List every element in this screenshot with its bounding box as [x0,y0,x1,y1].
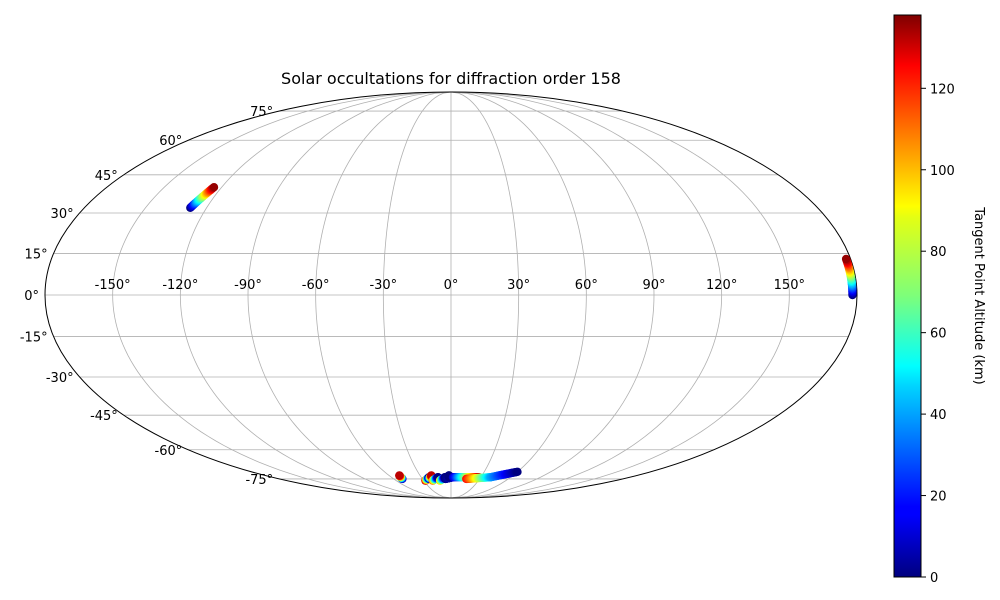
colorbar-tick-label: 0 [930,571,938,586]
lon-tick-label: 90° [642,278,665,293]
lon-tick-label: 120° [706,278,737,293]
lat-tick-label: 75° [250,105,273,120]
lon-tick-label: -30° [369,278,397,293]
lat-tick-label: 0° [24,289,39,304]
longitude-ticks: -150° -120° -90° -60° -30° 0° 30° 60° 90° 120° 150… [95,278,805,293]
lat-tick-label: 30° [51,207,74,222]
lon-tick-label: 0° [444,278,459,293]
lat-tick-label: -45° [90,409,118,424]
colorbar-tick-label: 120 [930,82,955,97]
colorbar-tick-label: 80 [930,245,947,260]
lon-tick-label: 60° [575,278,598,293]
latitude-ticks: -75° -60° -45° -30° -15° 0° 15° 30° 45° 60° 75° [20,105,273,488]
lat-tick-label: 60° [159,134,182,149]
data-point [209,183,219,192]
lat-tick-label: -15° [20,331,48,346]
lon-tick-label: -60° [302,278,330,293]
lon-tick-label: -150° [95,278,131,293]
colorbar-tick-label: 100 [930,164,955,179]
lat-tick-label: -30° [46,371,74,386]
colorbar-tick-label: 60 [930,327,947,342]
lon-tick-label: 30° [507,278,530,293]
lat-tick-label: -75° [245,473,273,488]
data-point [395,471,404,480]
colorbar-label: Tangent Point Altitude (km) [971,206,986,384]
lon-tick-label: 150° [774,278,805,293]
colorbar-ticks: 0 20 40 60 80 100 120 [921,82,955,586]
colorbar-tick-label: 40 [930,408,947,423]
map-boundary [44,91,858,499]
colorbar-tick-label: 20 [930,490,947,505]
lon-tick-label: -90° [234,278,262,293]
data-points [186,183,857,485]
graticule-grid [45,92,857,498]
data-point [513,467,522,477]
lat-tick-label: -60° [155,444,183,459]
colorbar [893,14,922,578]
chart-title: Solar occultations for diffraction order… [281,69,621,88]
data-point [841,254,851,264]
lon-tick-label: -120° [162,278,198,293]
lat-tick-label: 15° [25,247,48,262]
lat-tick-label: 45° [95,169,118,184]
